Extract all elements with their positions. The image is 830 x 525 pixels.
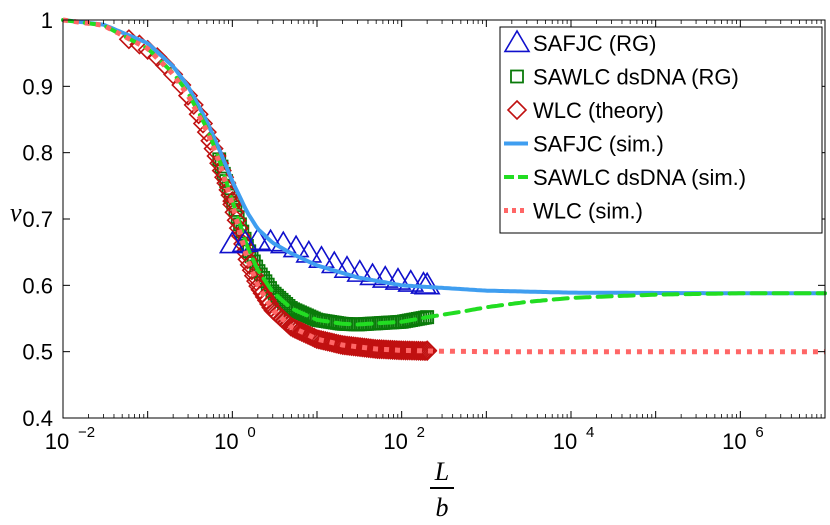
wlc-theory-band-marker [259, 293, 280, 315]
wlc-theory-point [417, 340, 438, 361]
x-axis-label-denominator: b [436, 493, 449, 522]
series-layer [61, 17, 827, 362]
legend: SAFJC (RG) SAWLC dsDNA (RG) WLC (theory) SA… [499, 26, 823, 234]
safjc-rg-point [244, 227, 272, 251]
wlc-theory-band-marker [310, 329, 332, 351]
safjc-rg-point [269, 230, 297, 254]
safjc-rg-point [413, 271, 441, 295]
wlc-theory-band-marker [414, 340, 436, 362]
y-tick-label: 0.7 [22, 207, 53, 232]
legend-box [499, 26, 823, 234]
safjc-rg-point [333, 255, 361, 278]
legend-label-wlc-sim: WLC (sim.) [533, 199, 643, 224]
wlc-theory-point [192, 113, 214, 134]
legend-marker-sawlc-dsdna-rg [510, 69, 524, 84]
wlc-theory-band-marker [256, 290, 278, 311]
wlc-theory-point [177, 85, 199, 106]
wlc-theory-band-marker [408, 340, 429, 361]
y-axis-label: ν [10, 198, 22, 227]
legend-label-wlc-theory: WLC (theory) [533, 98, 664, 123]
wlc-theory-band-marker [321, 332, 343, 353]
x-tick-label-exponent: 2 [417, 424, 425, 441]
x-tick-label-exponent: 4 [586, 424, 594, 441]
wlc-theory-band-marker [237, 249, 258, 270]
y-tick-label: 0.5 [22, 340, 53, 365]
x-tick-label: 10 [722, 429, 746, 454]
safjc-rg-point [359, 262, 386, 286]
x-tick-label: 10 [45, 429, 69, 454]
wlc-theory-band-marker [412, 340, 433, 362]
legend-label-safjc-rg: SAFJC (RG) [533, 31, 656, 56]
wlc-theory-band-marker [313, 330, 334, 351]
y-tick-label: 0.6 [22, 273, 53, 298]
legend-label-sawlc-dsdna-rg: SAWLC dsDNA (RG) [533, 65, 739, 90]
series-line-wlc-sim [62, 17, 825, 355]
y-tick-label: 0.8 [22, 141, 53, 166]
wlc-theory-band-marker [410, 340, 431, 361]
wlc-theory-point [188, 104, 209, 125]
wlc-theory-band-marker [228, 217, 249, 239]
safjc-rg-point [346, 259, 374, 282]
wlc-theory-point [183, 94, 204, 116]
y-tick-label: 0.9 [22, 74, 53, 99]
wlc-theory-point [196, 121, 217, 143]
x-tick-label-exponent: −2 [78, 424, 95, 441]
legend-label-safjc-sim: SAFJC (sim.) [533, 132, 664, 157]
wlc-theory-band-marker [226, 210, 247, 231]
x-tick-label: 10 [214, 429, 238, 454]
legend-marker-safjc-rg [503, 29, 531, 53]
x-tick-label-exponent: 6 [755, 424, 763, 441]
safjc-rg-point [397, 269, 425, 292]
legend-marker-wlc-theory [506, 99, 528, 121]
axes-layer: 0.4 0.5 0.6 0.7 0.8 0.9 1 10 −2 10 0 10 2 10 4 10 6 [22, 8, 826, 454]
wlc-theory-point [200, 130, 221, 151]
safjc-rg-point [257, 228, 284, 252]
x-tick-label: 10 [553, 429, 577, 454]
y-tick-label: 0.4 [22, 406, 53, 431]
safjc-rg-point [384, 267, 412, 290]
x-axis-label-numerator: L [434, 457, 449, 486]
safjc-rg-point [371, 265, 399, 288]
legend-label-sawlc-dsdna-sim: SAWLC dsDNA (sim.) [533, 165, 746, 190]
x-tick-label: 10 [383, 429, 407, 454]
y-tick-label: 1 [41, 8, 53, 33]
x-tick-label-exponent: 0 [247, 424, 255, 441]
